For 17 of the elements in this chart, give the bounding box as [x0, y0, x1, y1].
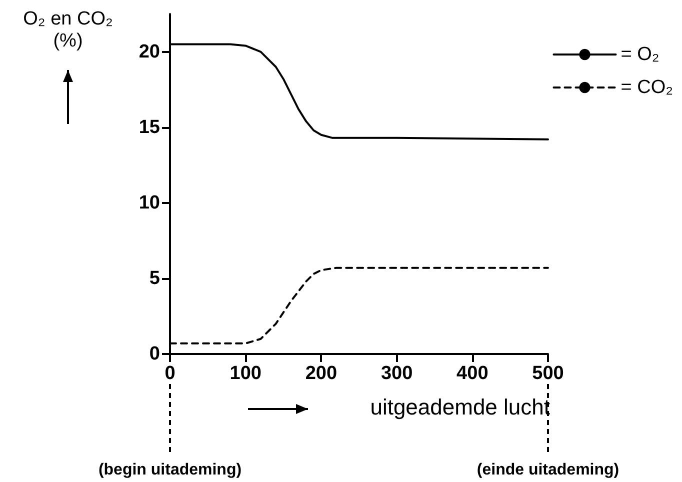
y-tick-label: 15 [138, 116, 160, 138]
ref-line-label: (begin uitademing) [98, 462, 242, 478]
x-tick-label: 100 [230, 363, 262, 384]
x-tick-label: 200 [305, 363, 338, 384]
x-tick-label: 500 [532, 363, 564, 384]
x-axis-title: uitgeademde lucht [370, 394, 550, 420]
legend-label: = O₂ [620, 44, 660, 65]
y-axis-title: O₂ en CO₂ (%) [23, 8, 113, 52]
y-tick-label: 0 [149, 344, 160, 364]
x-tick-label: 0 [164, 363, 176, 384]
y-tick-label: 20 [138, 41, 160, 62]
legend-label: = CO₂ [620, 77, 673, 98]
x-tick-label: 300 [380, 363, 413, 384]
ref-line-label: (einde uitademing) [476, 462, 620, 478]
y-tick-label: 5 [149, 268, 160, 289]
y-tick-label: 10 [138, 192, 160, 214]
x-tick-label: 400 [456, 363, 488, 384]
